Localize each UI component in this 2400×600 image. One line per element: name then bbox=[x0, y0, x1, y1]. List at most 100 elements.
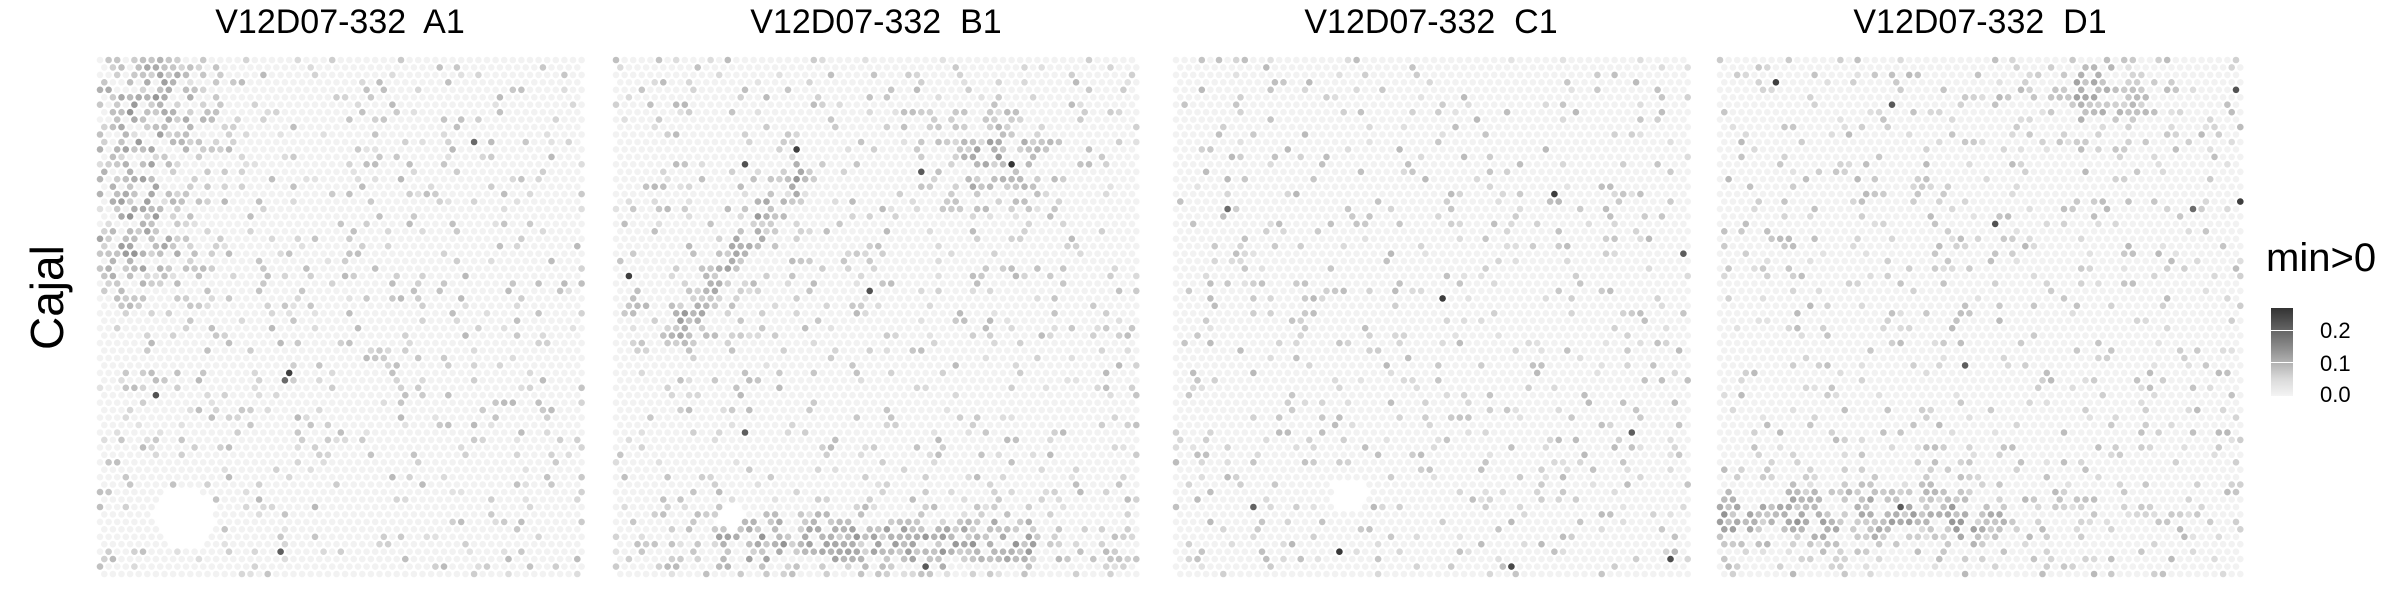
spot bbox=[316, 555, 323, 563]
spot bbox=[505, 347, 512, 354]
spot bbox=[277, 280, 284, 287]
spot bbox=[144, 213, 151, 220]
spot bbox=[307, 496, 314, 503]
spot bbox=[466, 339, 474, 347]
spot bbox=[518, 354, 525, 362]
spot bbox=[178, 94, 185, 101]
spot bbox=[359, 317, 366, 325]
spot bbox=[363, 339, 370, 347]
spot bbox=[303, 146, 310, 153]
spot bbox=[221, 198, 228, 205]
spot bbox=[1090, 108, 1097, 116]
spot bbox=[152, 79, 160, 86]
spot bbox=[264, 108, 271, 116]
spot bbox=[694, 123, 701, 131]
spot bbox=[380, 429, 388, 436]
spot bbox=[535, 146, 542, 153]
spot bbox=[1021, 108, 1028, 116]
spot bbox=[191, 175, 198, 183]
spot bbox=[298, 272, 306, 280]
spot bbox=[470, 287, 478, 295]
spot bbox=[221, 79, 228, 86]
spot bbox=[414, 175, 422, 183]
spot bbox=[109, 287, 117, 295]
spot bbox=[806, 153, 813, 161]
spot bbox=[230, 168, 237, 176]
spot bbox=[195, 332, 203, 339]
spot bbox=[414, 220, 422, 228]
spot bbox=[131, 205, 138, 213]
spot bbox=[449, 280, 456, 287]
spot bbox=[195, 168, 203, 176]
spot bbox=[578, 175, 585, 183]
spot bbox=[526, 71, 534, 79]
spot bbox=[238, 94, 246, 101]
spot bbox=[234, 414, 241, 421]
spot bbox=[556, 436, 564, 444]
spot bbox=[814, 123, 822, 131]
spot bbox=[1107, 64, 1114, 71]
spot bbox=[789, 153, 796, 161]
spot bbox=[273, 287, 280, 295]
spot bbox=[1072, 123, 1080, 131]
spot bbox=[268, 116, 276, 123]
spot bbox=[337, 205, 345, 213]
spot bbox=[449, 116, 456, 123]
spot bbox=[832, 138, 839, 146]
spot bbox=[178, 347, 185, 354]
spot bbox=[346, 414, 353, 421]
spot bbox=[1059, 56, 1067, 64]
spot bbox=[801, 116, 809, 123]
spot bbox=[212, 183, 220, 190]
spot bbox=[113, 473, 121, 481]
spot bbox=[1072, 153, 1080, 161]
spot bbox=[1128, 175, 1136, 183]
spot bbox=[457, 533, 465, 541]
spot bbox=[281, 228, 289, 235]
spot bbox=[432, 56, 439, 64]
spot bbox=[285, 131, 293, 138]
spot bbox=[384, 377, 392, 384]
spot bbox=[836, 161, 843, 168]
spot bbox=[191, 56, 198, 64]
spot bbox=[466, 429, 474, 436]
spot bbox=[311, 116, 319, 123]
spot bbox=[298, 347, 306, 354]
spot bbox=[324, 526, 332, 533]
spot bbox=[191, 429, 198, 436]
spot bbox=[741, 116, 749, 123]
spot bbox=[156, 324, 164, 332]
spot bbox=[281, 302, 289, 310]
spot bbox=[548, 168, 555, 176]
spot bbox=[548, 406, 555, 414]
spot bbox=[892, 64, 899, 71]
spot bbox=[535, 175, 542, 183]
spot bbox=[290, 153, 297, 161]
spot bbox=[548, 555, 555, 563]
spot bbox=[101, 377, 108, 384]
spot bbox=[225, 71, 233, 79]
spot bbox=[294, 339, 302, 347]
spot bbox=[204, 317, 211, 325]
spot bbox=[359, 302, 366, 310]
spot bbox=[238, 347, 246, 354]
spot bbox=[724, 101, 732, 108]
spot bbox=[913, 175, 921, 183]
spot bbox=[548, 377, 555, 384]
spot bbox=[492, 220, 499, 228]
spot bbox=[384, 391, 392, 399]
spot bbox=[578, 250, 585, 257]
spot bbox=[234, 220, 241, 228]
spot bbox=[316, 123, 323, 131]
spot bbox=[1059, 175, 1067, 183]
spot bbox=[969, 94, 977, 101]
spot bbox=[165, 324, 173, 332]
spot bbox=[118, 94, 125, 101]
spot bbox=[165, 220, 173, 228]
spot bbox=[208, 429, 216, 436]
spot bbox=[316, 272, 323, 280]
spot bbox=[552, 533, 560, 541]
spot bbox=[565, 555, 572, 563]
spot bbox=[432, 295, 439, 302]
spot bbox=[462, 317, 469, 325]
